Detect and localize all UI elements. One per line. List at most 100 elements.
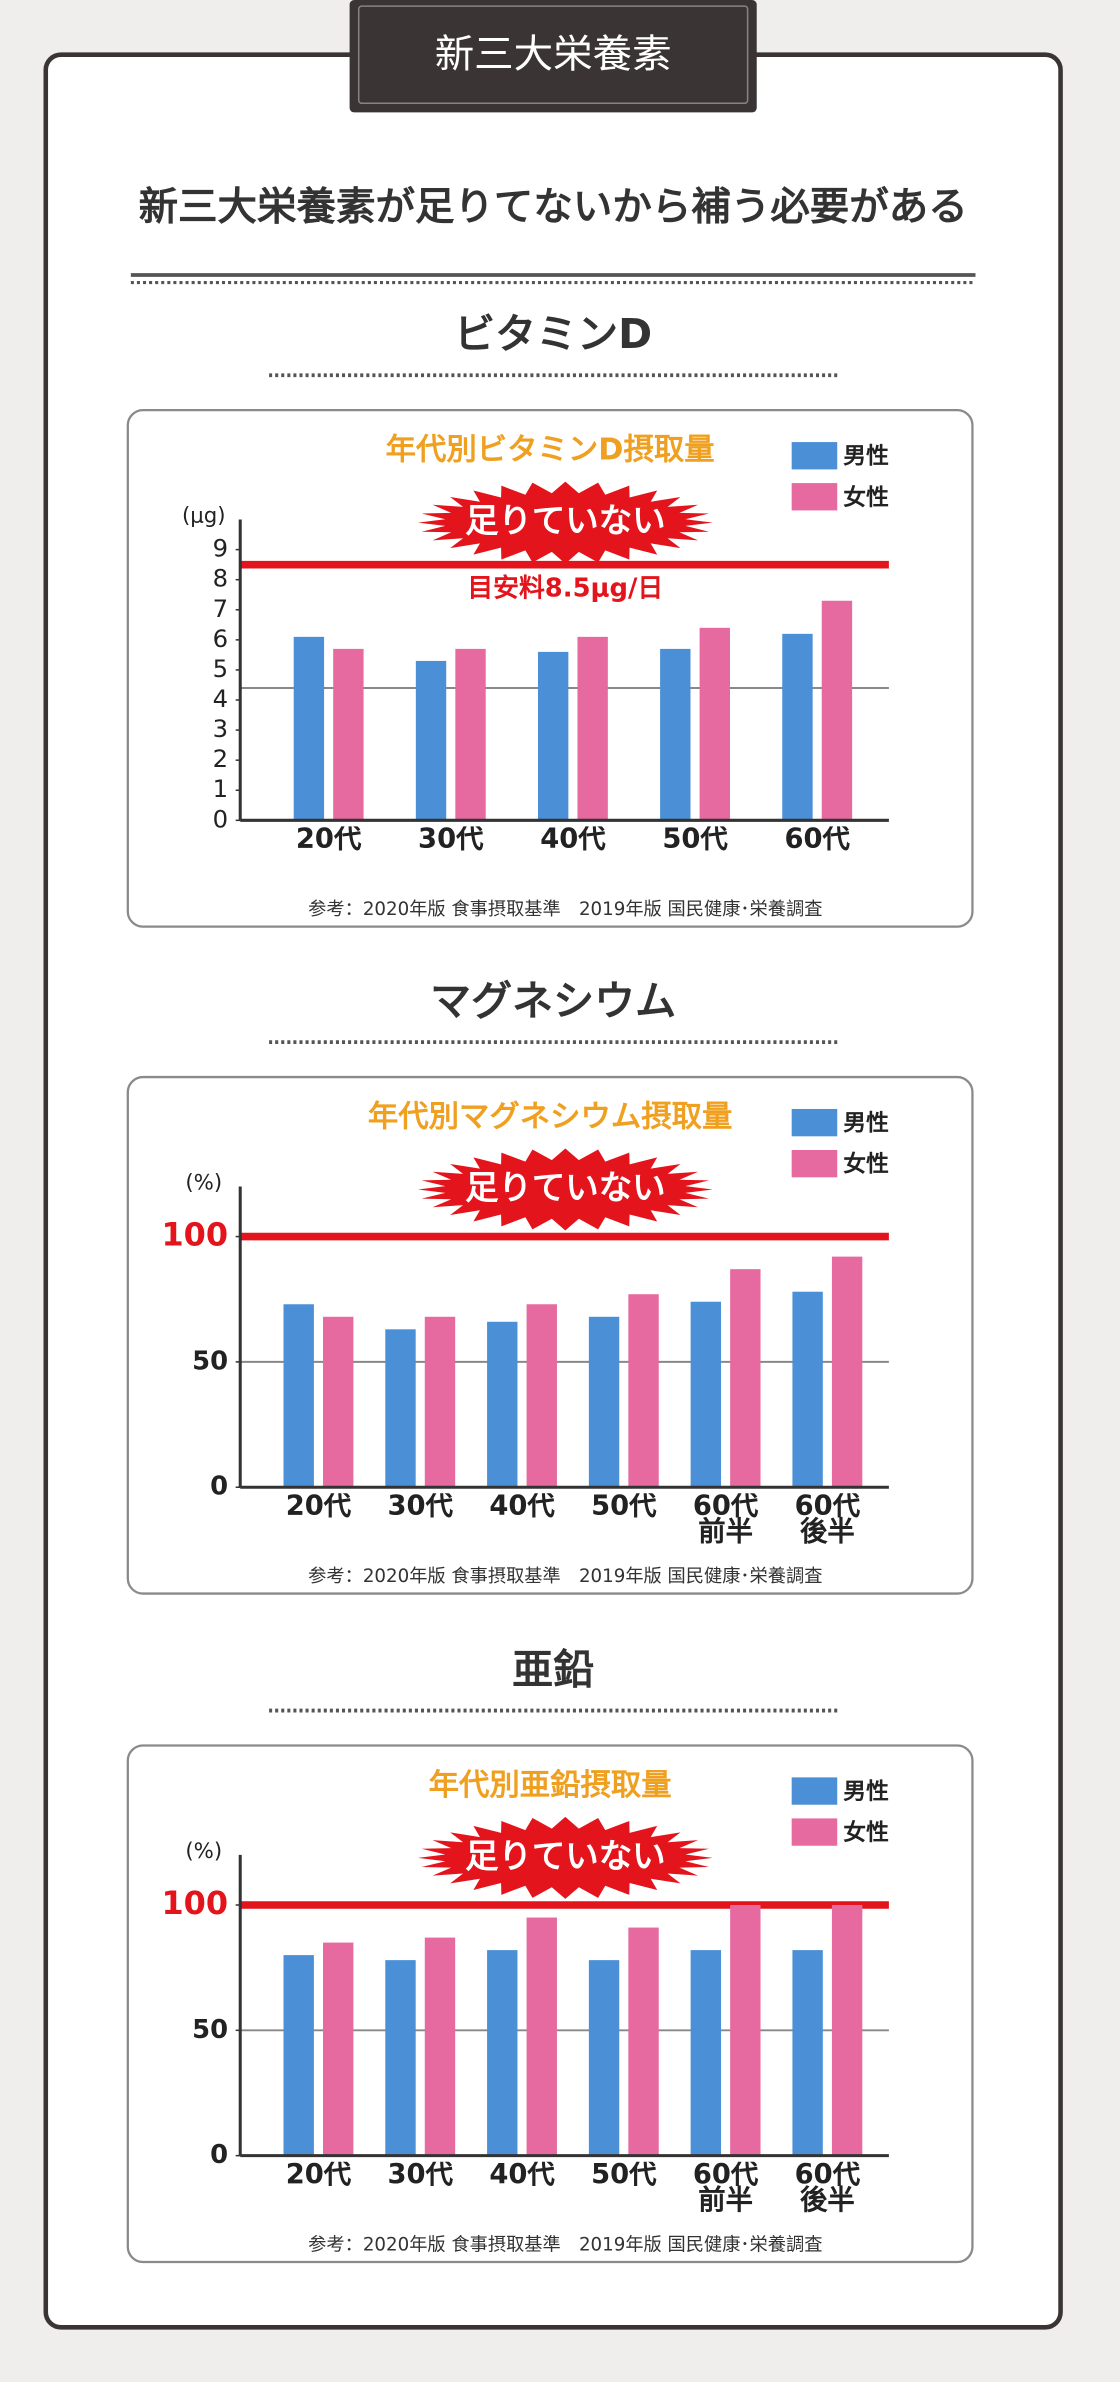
x-tick-label: 40代 xyxy=(489,1493,555,1523)
legend-swatch xyxy=(791,1818,838,1846)
x-tick-label: 60代 後半 xyxy=(794,2161,861,2217)
y-tick-label: 100 xyxy=(161,1884,228,1922)
x-tick-wrap: 30代 xyxy=(418,826,484,856)
bar xyxy=(283,1304,314,1488)
bar xyxy=(699,627,730,821)
y-tick-label: 7 xyxy=(213,594,228,623)
section-heading: ビタミンD xyxy=(454,310,652,358)
bar xyxy=(487,1950,518,2156)
x-tick-label: 50代 xyxy=(591,2161,657,2191)
bar xyxy=(690,1301,722,1488)
bar xyxy=(821,600,853,821)
bar xyxy=(526,1917,557,2156)
y-tick-label: 50 xyxy=(192,2015,228,2045)
bar xyxy=(323,1942,354,2156)
headline: 新三大栄養素が足りてないから補う必要がある xyxy=(139,184,968,230)
y-tick-label: 0 xyxy=(210,2140,228,2170)
y-axis-label: (%) xyxy=(185,1839,222,1864)
banner: 新三大栄養素 xyxy=(435,32,672,78)
bar xyxy=(333,648,364,821)
bar xyxy=(415,660,447,821)
y-tick-label: 6 xyxy=(213,624,228,653)
x-tick-wrap: 40代 xyxy=(489,2161,555,2191)
x-tick-wrap: 40代 xyxy=(489,1493,555,1523)
banner-border xyxy=(357,5,749,105)
y-tick-label: 4 xyxy=(213,684,228,713)
bar xyxy=(424,1316,456,1488)
badge-text: 足りていない xyxy=(465,501,665,540)
chart-title: 年代別マグネシウム摂取量 xyxy=(368,1100,733,1135)
x-tick-label: 50代 xyxy=(591,1493,657,1523)
reference-label: 目安料8.5μg/日 xyxy=(467,573,663,603)
source-note: 参考：2020年版 食事摂取基準 2019年版 国民健康･栄養調査 xyxy=(308,1566,822,1587)
legend-label: 男性 xyxy=(843,444,889,470)
bar xyxy=(792,1291,823,1488)
bar xyxy=(588,1960,620,2156)
legend-swatch xyxy=(791,442,838,470)
badge xyxy=(417,1148,713,1231)
x-tick-label: 30代 xyxy=(387,2161,453,2191)
x-tick-wrap: 20代 xyxy=(285,1493,352,1523)
chart-title: 年代別亜鉛摂取量 xyxy=(429,1767,672,1803)
x-tick-label: 40代 xyxy=(489,2161,555,2191)
legend-label: 女性 xyxy=(843,1819,889,1846)
bar xyxy=(293,636,325,821)
y-tick-label: 2 xyxy=(213,744,228,773)
legend-label: 男性 xyxy=(843,1779,889,1805)
x-tick-label: 20代 xyxy=(295,826,362,856)
x-tick-wrap: 60代 後半 xyxy=(794,2161,861,2217)
badge-text: 足りていない xyxy=(465,1836,665,1875)
bar xyxy=(792,1950,823,2156)
chart-title: 年代別ビタミンD摂取量 xyxy=(386,433,715,468)
legend-swatch xyxy=(791,483,838,511)
x-tick-wrap: 20代 xyxy=(285,2161,352,2191)
x-tick-label: 60代 前半 xyxy=(692,2161,759,2217)
section-heading: 亜鉛 xyxy=(512,1646,594,1694)
x-tick-label: 60代 後半 xyxy=(794,1493,861,1548)
x-tick-label: 30代 xyxy=(418,826,484,856)
source-note: 参考：2020年版 食事摂取基準 2019年版 国民健康･栄養調査 xyxy=(308,899,822,920)
x-tick-wrap: 60代 xyxy=(784,826,849,853)
bar xyxy=(690,1950,722,2156)
y-tick-label: 100 xyxy=(161,1216,228,1254)
x-tick-label: 20代 xyxy=(285,1493,352,1523)
x-tick-wrap: 60代 後半 xyxy=(794,1493,861,1548)
x-tick-wrap: 40代 xyxy=(540,826,605,853)
x-tick-wrap: 20代 xyxy=(295,826,362,856)
legend-label: 男性 xyxy=(843,1111,889,1137)
x-tick-label: 20代 xyxy=(285,2161,352,2191)
bar xyxy=(577,636,608,821)
bar xyxy=(385,1329,416,1488)
bar xyxy=(831,1256,863,1488)
legend-swatch xyxy=(791,1777,838,1805)
bar xyxy=(628,1927,659,2156)
legend-swatch xyxy=(791,1108,838,1137)
y-tick-label: 9 xyxy=(213,534,228,563)
y-tick-label: 0 xyxy=(213,804,228,833)
y-axis-label: (%) xyxy=(185,1170,222,1195)
legend-label: 女性 xyxy=(843,484,889,511)
x-tick-wrap: 30代 xyxy=(387,1493,453,1523)
bar xyxy=(537,651,569,821)
bar xyxy=(385,1960,416,2156)
y-tick-label: 8 xyxy=(213,564,228,593)
y-tick-label: 50 xyxy=(192,1346,228,1376)
bar xyxy=(455,648,486,821)
x-tick-wrap: 60代 前半 xyxy=(692,1493,759,1548)
bar xyxy=(660,648,691,821)
bar xyxy=(782,633,813,821)
y-tick-label: 5 xyxy=(213,654,228,683)
x-tick-label: 30代 xyxy=(387,1493,453,1523)
bar xyxy=(831,1904,863,2156)
x-tick-label: 60代 前半 xyxy=(692,1493,759,1548)
badge xyxy=(417,1816,713,1899)
bar xyxy=(487,1321,518,1488)
section-heading: マグネシウム xyxy=(430,977,676,1025)
x-tick-wrap: 50代 xyxy=(662,826,727,853)
y-axis-label: (μg) xyxy=(182,504,226,529)
